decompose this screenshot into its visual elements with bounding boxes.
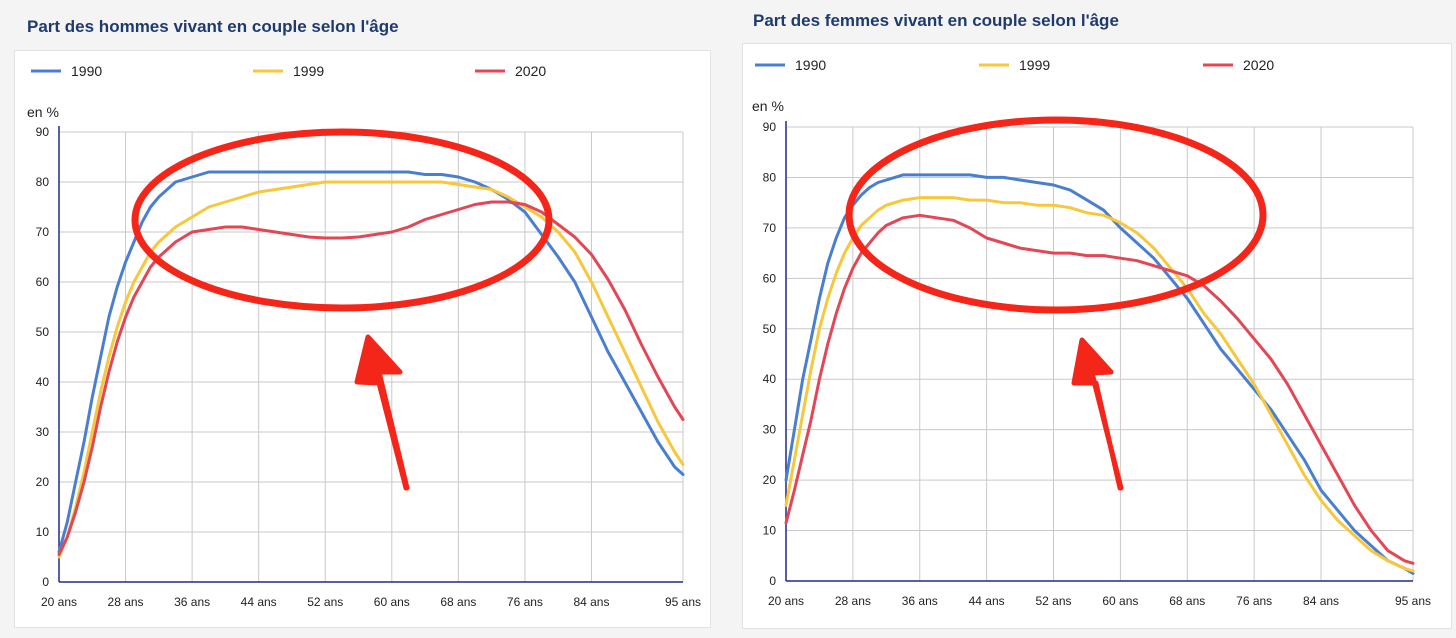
x-tick-label: 36 ans: [902, 594, 938, 608]
chart-title-women: Part des femmes vivant en couple selon l…: [753, 11, 1119, 30]
x-tick-label: 76 ans: [1236, 594, 1272, 608]
y-tick-label: 60: [36, 275, 50, 289]
y-tick-label: 50: [36, 325, 50, 339]
y-tick-label: 0: [769, 574, 776, 588]
legend-label-1999: 1999: [1019, 57, 1050, 73]
women-line-chart: 0 10 20 30 40 50 60 70 80 90 20 ans 28 ans 36 ans 44 …: [752, 57, 1431, 608]
x-tick-label: 20 ans: [41, 595, 77, 609]
legend-label-1990: 1990: [71, 63, 102, 79]
chart-panel-women: 0 10 20 30 40 50 60 70 80 90 20 ans 28 ans 36 ans 44 …: [742, 43, 1452, 629]
x-tick-label: 44 ans: [241, 595, 277, 609]
chart-panel-men: 0 10 20 30 40 50 60 70 80 90 20 ans 28 ans 36 ans 44 …: [14, 50, 711, 628]
y-tick-label: 30: [36, 425, 50, 439]
x-tick-label: 60 ans: [374, 595, 410, 609]
x-tick-label: 60 ans: [1102, 594, 1138, 608]
x-tick-label: 52 ans: [1036, 594, 1072, 608]
y-tick-label: 30: [763, 423, 777, 437]
x-tick-label: 52 ans: [307, 595, 343, 609]
y-tick-label: 10: [36, 525, 50, 539]
series-line-1999: [57, 180, 685, 559]
men-line-chart: 0 10 20 30 40 50 60 70 80 90 20 ans 28 ans 36 ans 44 …: [27, 63, 701, 609]
chart-title-men: Part des hommes vivant en couple selon l…: [27, 17, 399, 36]
series-line-2020: [784, 213, 1415, 565]
y-tick-label: 90: [36, 125, 50, 139]
y-tick-label: 50: [763, 322, 777, 336]
x-tick-label: 36 ans: [174, 595, 210, 609]
x-tick-label: 95 ans: [665, 595, 701, 609]
legend-label-1990: 1990: [795, 57, 826, 73]
y-axis-unit-label: en %: [752, 98, 784, 114]
y-tick-label: 90: [763, 120, 777, 134]
y-tick-label: 20: [763, 473, 777, 487]
y-tick-label: 70: [36, 225, 50, 239]
series-line-1990: [57, 170, 685, 554]
x-tick-label: 76 ans: [507, 595, 543, 609]
series-line-1999: [784, 196, 1415, 573]
x-tick-label: 20 ans: [768, 594, 804, 608]
y-tick-label: 80: [36, 175, 50, 189]
legend-label-2020: 2020: [1243, 57, 1274, 73]
y-tick-label: 20: [36, 475, 50, 489]
x-tick-label: 84 ans: [573, 595, 609, 609]
x-tick-label: 28 ans: [835, 594, 871, 608]
y-tick-label: 70: [763, 221, 777, 235]
series-line-1990: [784, 173, 1415, 575]
y-tick-label: 80: [763, 170, 777, 184]
y-tick-label: 40: [36, 375, 50, 389]
y-axis-unit-label: en %: [27, 104, 59, 120]
y-tick-label: 40: [763, 372, 777, 386]
series-line-2020: [57, 200, 685, 556]
x-tick-label: 68 ans: [440, 595, 476, 609]
x-tick-label: 68 ans: [1169, 594, 1205, 608]
y-tick-label: 60: [763, 271, 777, 285]
legend-label-1999: 1999: [293, 63, 324, 79]
x-tick-label: 44 ans: [969, 594, 1005, 608]
legend-label-2020: 2020: [515, 63, 546, 79]
x-tick-label: 84 ans: [1303, 594, 1339, 608]
x-tick-label: 28 ans: [108, 595, 144, 609]
y-tick-label: 10: [763, 524, 777, 538]
x-tick-label: 95 ans: [1395, 594, 1431, 608]
y-tick-label: 0: [42, 575, 49, 589]
